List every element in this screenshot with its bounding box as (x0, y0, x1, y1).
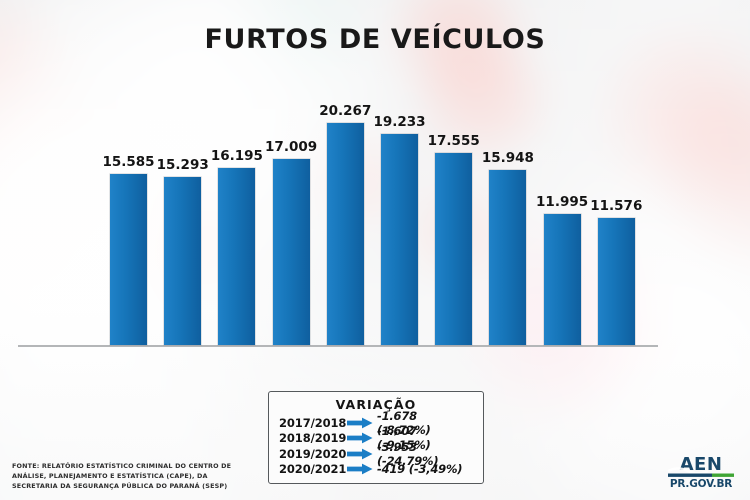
bar-value-label: 15.293 (156, 157, 209, 174)
variation-row: 2017/2018 -1.678 (-8,72%) (269, 409, 483, 437)
bar-value-label: 20.267 (319, 103, 372, 119)
aen-logo[interactable]: AEN PR.GOV.BR (664, 452, 738, 490)
bar-value-label: 17.555 (427, 132, 480, 149)
bar-value-label: 16.195 (210, 147, 263, 164)
source-note: FONTE: RELATÓRIO ESTATÍSTICO CRIMINAL DO… (12, 462, 232, 491)
variation-delta: -1.607 (-9,15%) (377, 424, 431, 453)
variation-row: 2019/2020 -3.953 (-24,79%) (269, 440, 483, 468)
bar-value-label: 11.576 (590, 198, 643, 215)
bar-value-label: 19.233 (373, 114, 426, 131)
variation-delta: -419 (-3,49%) (377, 462, 463, 477)
variation-row-list: 2017/2018 -1.678 (-8,72%) 2018/2019 -1.607 … (269, 409, 483, 478)
bar-value-label: 15.948 (481, 150, 534, 167)
variation-delta: -1.678 (-8,72%) (377, 408, 431, 437)
variation-period: 2019/2020 (279, 446, 347, 461)
bar[interactable] (489, 170, 527, 345)
bar-value-label: 17.009 (265, 138, 318, 155)
bar[interactable] (597, 218, 635, 345)
variation-period: 2020/2021 (279, 462, 347, 477)
variation-delta: -3.953 (-24,79%) (377, 439, 439, 468)
bar-value-label: 11.995 (536, 193, 589, 210)
page-title: FURTOS DE VEÍCULOS (204, 24, 546, 55)
arrow-right-icon (343, 448, 377, 460)
bar[interactable] (218, 167, 256, 345)
variation-period: 2018/2019 (279, 431, 347, 446)
variation-row: 2018/2019 -1.607 (-9,15%) (269, 424, 483, 452)
bar-value-label: 15.585 (102, 154, 155, 171)
bar[interactable] (326, 123, 364, 345)
arrow-right-icon (343, 417, 377, 429)
variation-row: 2020/2021 -419 (-3,49%) (269, 462, 483, 478)
arrow-right-icon (343, 463, 377, 475)
arrow-right-icon (343, 432, 377, 444)
axis-baseline (18, 345, 658, 347)
bar[interactable] (543, 213, 581, 345)
variation-legend-box: VARIAÇÃO 2017/2018 -1.678 (-8,72%) 2018/20… (268, 391, 484, 484)
bar[interactable] (272, 158, 310, 345)
bar[interactable] (435, 152, 473, 345)
bar[interactable] (381, 134, 418, 345)
variation-heading: VARIAÇÃO (335, 397, 417, 412)
bar[interactable] (164, 177, 202, 345)
bar[interactable] (110, 174, 147, 345)
svg-text:PR.GOV.BR: PR.GOV.BR (670, 478, 732, 490)
variation-period: 2017/2018 (279, 415, 347, 430)
svg-text:AEN: AEN (680, 454, 723, 475)
